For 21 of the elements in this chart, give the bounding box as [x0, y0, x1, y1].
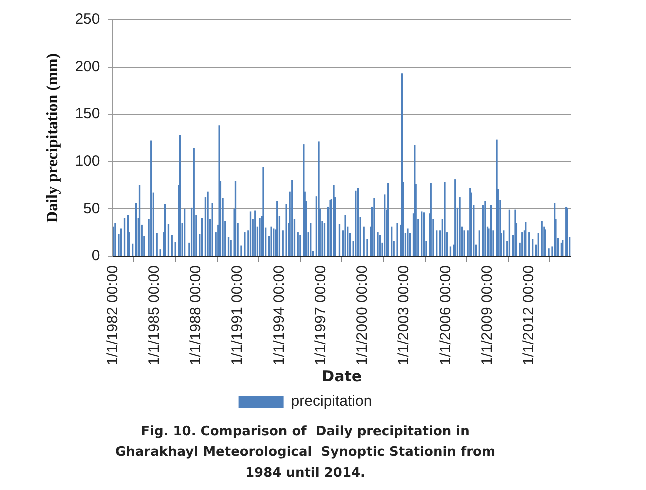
x-tick-label: 1/1/2006 00:00	[437, 266, 454, 366]
x-tick-label: 1/1/2000 00:00	[354, 266, 372, 366]
x-tick-label: 1/1/1982 00:00	[104, 266, 122, 366]
y-tick-label: 0	[92, 248, 100, 265]
x-tick-label: 1/1/1997 00:00	[312, 266, 330, 366]
legend-label: precipitation	[291, 393, 372, 410]
y-tick-label: 50	[84, 200, 100, 218]
x-tick-label: 1/1/1985 00:00	[146, 266, 163, 366]
y-tick-label: 250	[75, 11, 100, 28]
x-tick-label: 1/1/2009 00:00	[478, 266, 496, 366]
y-axis-title: Daily precipitation (mm)	[44, 54, 62, 223]
x-tick-label: 1/1/1988 00:00	[188, 266, 205, 366]
y-tick-label: 150	[75, 106, 100, 123]
y-tick-label: 100	[75, 153, 100, 170]
text: Fig. 10. Comparison of Daily precipitation in Gharakhayl Meteorological Synoptic Stationin from 1984 until 2014.	[115, 424, 496, 481]
x-tick-label: 1/1/2003 00:00	[396, 266, 413, 366]
x-tick-label: 1/1/1991 00:00	[229, 266, 246, 366]
y-tick-label: 200	[75, 58, 100, 76]
x-tick-label: 1/1/1994 00:00	[270, 266, 288, 366]
x-tick-label: 1/1/2012 00:00	[520, 266, 538, 366]
x-axis-title: Date	[322, 367, 362, 386]
